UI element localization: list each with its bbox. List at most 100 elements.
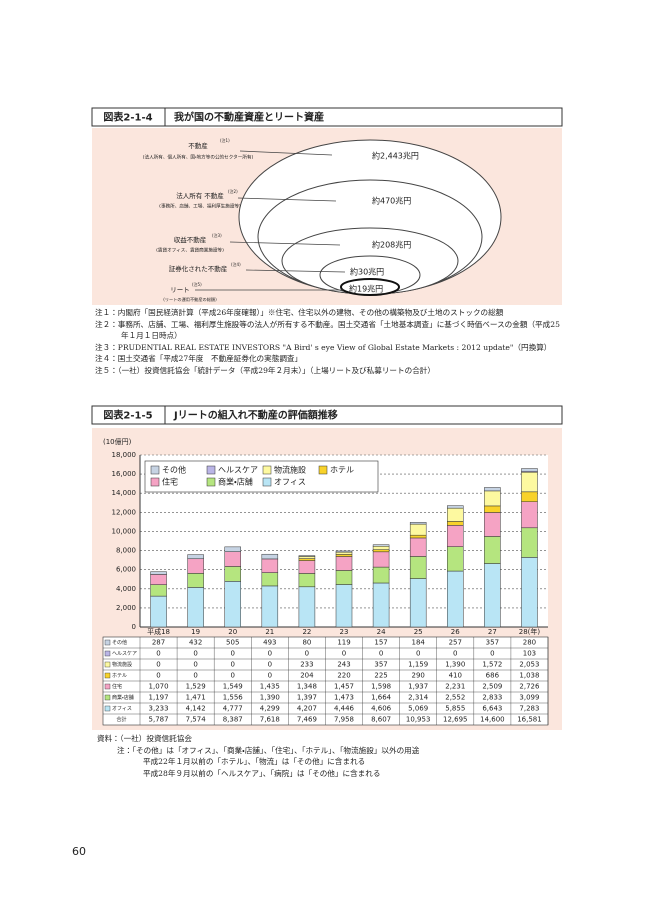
bar-segment [409,578,427,628]
table-cell: 80 [302,639,311,647]
table-cell: 1,457 [334,683,354,691]
source: 資料：（一社）投資信託協会 [97,734,192,743]
level-amount: 約30兆円 [350,267,384,277]
bar-segment [150,595,167,628]
table-cell: 2,552 [445,694,465,702]
table-cell: 0 [156,650,160,658]
table-cell: 7,958 [334,716,354,724]
note: 平成28年９月以前の「ヘルスケア」、「病院」は「その他」に含まれる [143,768,381,778]
figure-title: 我が国の不動産資産とリート資産 [174,111,324,124]
level-name: 証券化された不動産 [169,264,228,273]
table-cell: 0 [379,650,383,658]
bar-segment [372,546,390,550]
table-cell: 14,600 [480,716,505,724]
y-tick-label: 8,000 [116,547,136,555]
table-cell: 5,069 [408,705,428,713]
bar-segment [261,558,279,573]
figure-title: Jリートの組入れ不動産の評価額推移 [173,409,338,422]
bar-segment [447,546,464,572]
legend-label: ホテル [330,466,354,475]
ellipse [340,278,400,296]
level-name: 収益不動産 [174,235,207,244]
table-cell: 204 [300,672,314,680]
bar-segment [224,551,241,567]
bar-segment [150,584,167,597]
table-cell: 4,446 [334,705,355,713]
bar-segment [409,523,427,536]
bar-segment [335,570,353,585]
row-label: ホテル [112,673,127,679]
table-cell: 1,070 [149,683,169,691]
y-tick-label: 0 [132,623,136,631]
row-label: オフィス [112,706,132,712]
row-swatch [104,661,111,668]
x-tick-label: 25 [414,628,423,636]
row-swatch [104,683,111,690]
legend-label: ヘルスケア [218,466,258,475]
table-cell: 1,390 [445,661,465,669]
table-cell: 12,695 [443,716,468,724]
table-cell: 290 [411,672,424,680]
table-cell: 0 [193,672,197,680]
bar-segment [372,551,390,568]
table-cell: 432 [189,639,202,647]
legend-swatch [318,465,328,475]
y-tick-label: 18,000 [112,451,137,459]
legend-swatch [206,465,216,475]
row-label: 合計 [116,716,126,723]
table-cell: 8,607 [371,716,391,724]
table-cell: 0 [268,650,272,658]
table-cell: 257 [449,639,462,647]
bar-segment [335,550,353,553]
header-box [91,107,563,127]
x-tick-label: 28(年) [519,627,541,636]
table-cell: 3,099 [519,694,539,702]
level-name: 不動産 [188,141,208,150]
level-amount: 約470兆円 [372,196,411,206]
table-cell: 4,142 [186,705,206,713]
legend-swatch [262,465,272,475]
table-cell: 410 [449,672,462,680]
row-label: 商業・店舗 [112,694,134,701]
page-number: 60 [72,845,86,858]
table-cell: 184 [411,639,425,647]
table-cell: 1,473 [334,694,354,702]
y-tick-label: 2,000 [116,604,136,612]
note: 注３：PRUDENTIAL REAL ESTATE INVESTORS "A B… [95,342,552,352]
table-cell: 2,053 [519,661,539,669]
level-note: (注4) [231,261,241,267]
table-cell: 243 [337,661,350,669]
bar-segment [224,581,241,628]
table-cell: 225 [374,672,387,680]
table-cell: 493 [263,639,276,647]
x-tick-label: 20 [228,628,237,636]
table-cell: 8,387 [223,716,243,724]
legend-box [144,460,379,493]
bar-segment [187,558,204,574]
table-cell: 1,664 [371,694,392,702]
row-label: 物流施設 [112,661,132,668]
bar-segment [298,560,316,574]
bar-segment [484,505,501,513]
table-cell: 4,207 [297,705,317,713]
legend-label: 住宅 [162,477,178,487]
bar-segment [447,525,464,547]
legend-label: オフィス [274,478,306,487]
bar-segment [187,587,204,628]
y-tick-label: 12,000 [112,508,137,516]
table-cell: 357 [374,661,387,669]
level-description: (賃貸オフィス、賃貸商業施設等) [156,247,224,254]
connectors [195,150,346,291]
table-cell: 7,283 [519,705,539,713]
bar-segment [484,490,501,507]
table-cell: 0 [230,672,234,680]
x-tick-label: 平成18 [147,627,170,636]
y-unit: (10億円) [103,437,132,446]
y-tick-label: 4,000 [116,585,136,593]
bar-segment [261,553,279,560]
level-name: リート [170,286,190,294]
table-cell: 1,348 [297,683,317,691]
legend-swatch [206,477,216,487]
